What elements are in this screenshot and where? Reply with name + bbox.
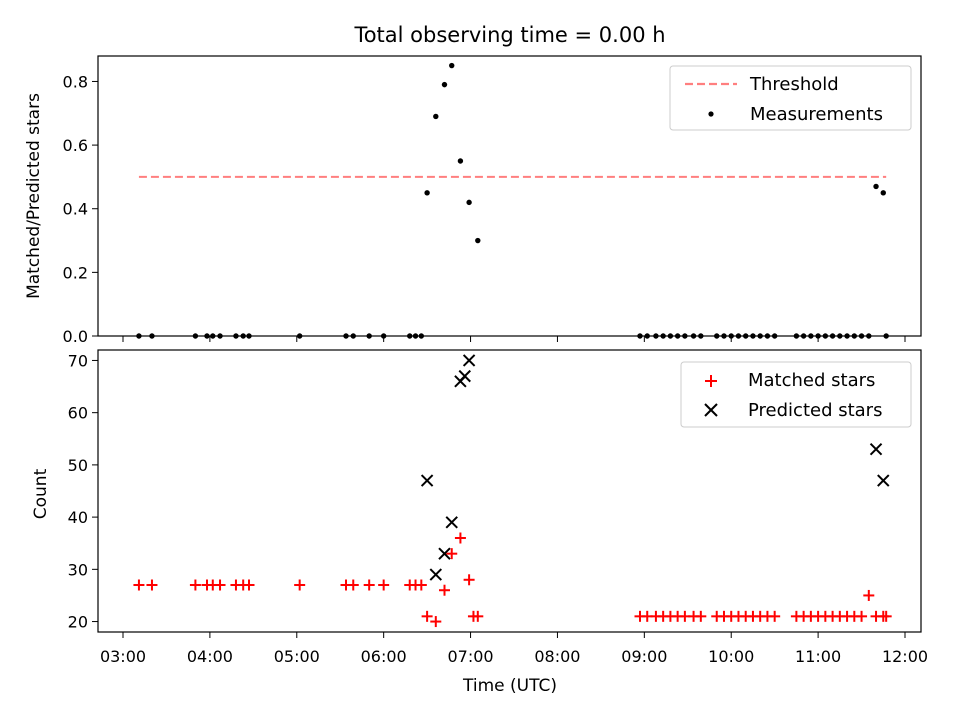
- predicted-star-stroke: [462, 354, 476, 367]
- matched-star-point: [243, 579, 255, 591]
- matched-star-point: [415, 579, 427, 591]
- predicted-star-point: [445, 516, 458, 529]
- count-legend: Matched stars Predicted stars: [680, 361, 912, 428]
- time-x-axis: 03:00 04:00 05:00 06:00 07:00 08:00 09:00 10:00…: [100, 632, 928, 666]
- ratio-x-ticks: [122, 336, 906, 342]
- matched-star-point: [769, 610, 781, 622]
- ratio-y-axis-label: Matched/Predicted stars: [24, 93, 44, 299]
- count-y-tick-label: 40: [68, 508, 88, 527]
- ratio-panel-frame: [97, 55, 922, 337]
- count-panel: 20 30 40 50 60 70 03:00 04:00 05:00 06:00 07:00 08…: [31, 349, 928, 696]
- ratio-legend: Threshold Measurements: [669, 65, 912, 131]
- predicted-star-point: [877, 474, 890, 487]
- matched-star-point: [294, 579, 306, 591]
- matched-star-point: [454, 532, 466, 544]
- matched-star-point: [472, 610, 484, 622]
- count-y-tick-label: 30: [68, 560, 88, 579]
- matched-star-point: [695, 610, 707, 622]
- measurement-point: [424, 190, 430, 196]
- measurements-legend-swatch: [708, 111, 714, 117]
- predicted-star-point: [420, 474, 434, 487]
- measurements-legend-label: Measurements: [750, 104, 883, 125]
- ratio-y-axis: 0.0 0.2 0.4 0.6 0.8: [63, 72, 98, 346]
- matched-legend-label: Matched stars: [748, 370, 875, 391]
- predicted-star-point: [462, 354, 476, 367]
- count-y-tick-label: 20: [68, 613, 88, 632]
- ratio-y-tick-label: 0.8: [63, 72, 88, 91]
- predicted-star-stroke: [420, 474, 434, 487]
- matched-star-point: [378, 579, 390, 591]
- predicted-star-stroke: [445, 516, 458, 529]
- time-x-tick-label: 06:00: [361, 647, 407, 666]
- count-y-tick-label: 70: [68, 351, 88, 370]
- time-x-tick-label: 08:00: [534, 647, 580, 666]
- count-y-tick-label: 60: [68, 404, 88, 423]
- time-x-tick-label: 11:00: [795, 647, 841, 666]
- matched-star-point: [214, 579, 226, 591]
- measurement-point: [449, 62, 455, 69]
- ratio-y-tick-label: 0.0: [63, 327, 88, 346]
- time-x-tick-label: 03:00: [100, 647, 146, 666]
- measurement-point: [441, 81, 448, 88]
- x-axis-label: Time (UTC): [462, 676, 557, 696]
- time-x-tick-label: 04:00: [187, 647, 233, 666]
- matched-star-point: [438, 584, 450, 596]
- threshold-legend-label: Threshold: [749, 74, 839, 95]
- measurement-point: [475, 237, 481, 244]
- time-x-tick-label: 09:00: [621, 647, 667, 666]
- ratio-legend-box: [669, 65, 912, 131]
- predicted-star-stroke: [438, 547, 451, 560]
- count-y-tick-label: 50: [68, 456, 88, 475]
- matched-star-point: [421, 610, 433, 622]
- matched-star-point: [189, 579, 201, 591]
- matched-star-point: [880, 610, 892, 622]
- measurement-point: [457, 158, 464, 164]
- ratio-y-tick-label: 0.4: [63, 200, 88, 219]
- predicted-star-stroke: [869, 443, 883, 456]
- chart-title: Total observing time = 0.00 h: [353, 23, 665, 47]
- matched-star-point: [347, 579, 359, 591]
- matched-star-point: [146, 579, 158, 591]
- ratio-y-tick-label: 0.2: [63, 263, 88, 282]
- predicted-star-stroke: [458, 369, 471, 383]
- count-legend-box: [680, 361, 912, 428]
- time-x-tick-label: 05:00: [274, 647, 320, 666]
- count-panel-frame: [97, 349, 922, 633]
- matched-star-point: [856, 610, 868, 622]
- matched-star-point: [133, 579, 145, 591]
- time-x-tick-label: 07:00: [448, 647, 494, 666]
- predicted-legend-swatch: [704, 403, 718, 417]
- predicted-star-point: [438, 547, 451, 560]
- time-x-tick-label: 10:00: [708, 647, 754, 666]
- measurement-point: [433, 113, 439, 120]
- predicted-legend-label: Predicted stars: [748, 400, 882, 421]
- ratio-y-tick-label: 0.6: [63, 136, 88, 155]
- predicted-star-stroke: [877, 474, 890, 487]
- matched-star-point: [863, 589, 875, 601]
- predicted-star-point: [869, 443, 883, 456]
- predicted-star-stroke: [429, 568, 443, 581]
- matched-star-point: [363, 579, 375, 591]
- matched-legend-swatch: [705, 375, 717, 387]
- predicted-star-point: [429, 568, 443, 581]
- count-y-axis: 20 30 40 50 60 70: [68, 351, 98, 632]
- time-x-tick-label: 12:00: [882, 647, 928, 666]
- matched-star-point: [446, 548, 458, 560]
- ratio-panel: Total observing time = 0.00 h 0.00.20.40…: [24, 23, 922, 346]
- matched-star-point: [430, 616, 442, 628]
- matched-star-point: [463, 574, 475, 586]
- measurement-point: [466, 199, 472, 206]
- predicted-star-point: [458, 369, 471, 383]
- measurement-point: [873, 183, 879, 190]
- count-y-axis-label: Count: [31, 468, 51, 519]
- measurement-point: [880, 190, 886, 196]
